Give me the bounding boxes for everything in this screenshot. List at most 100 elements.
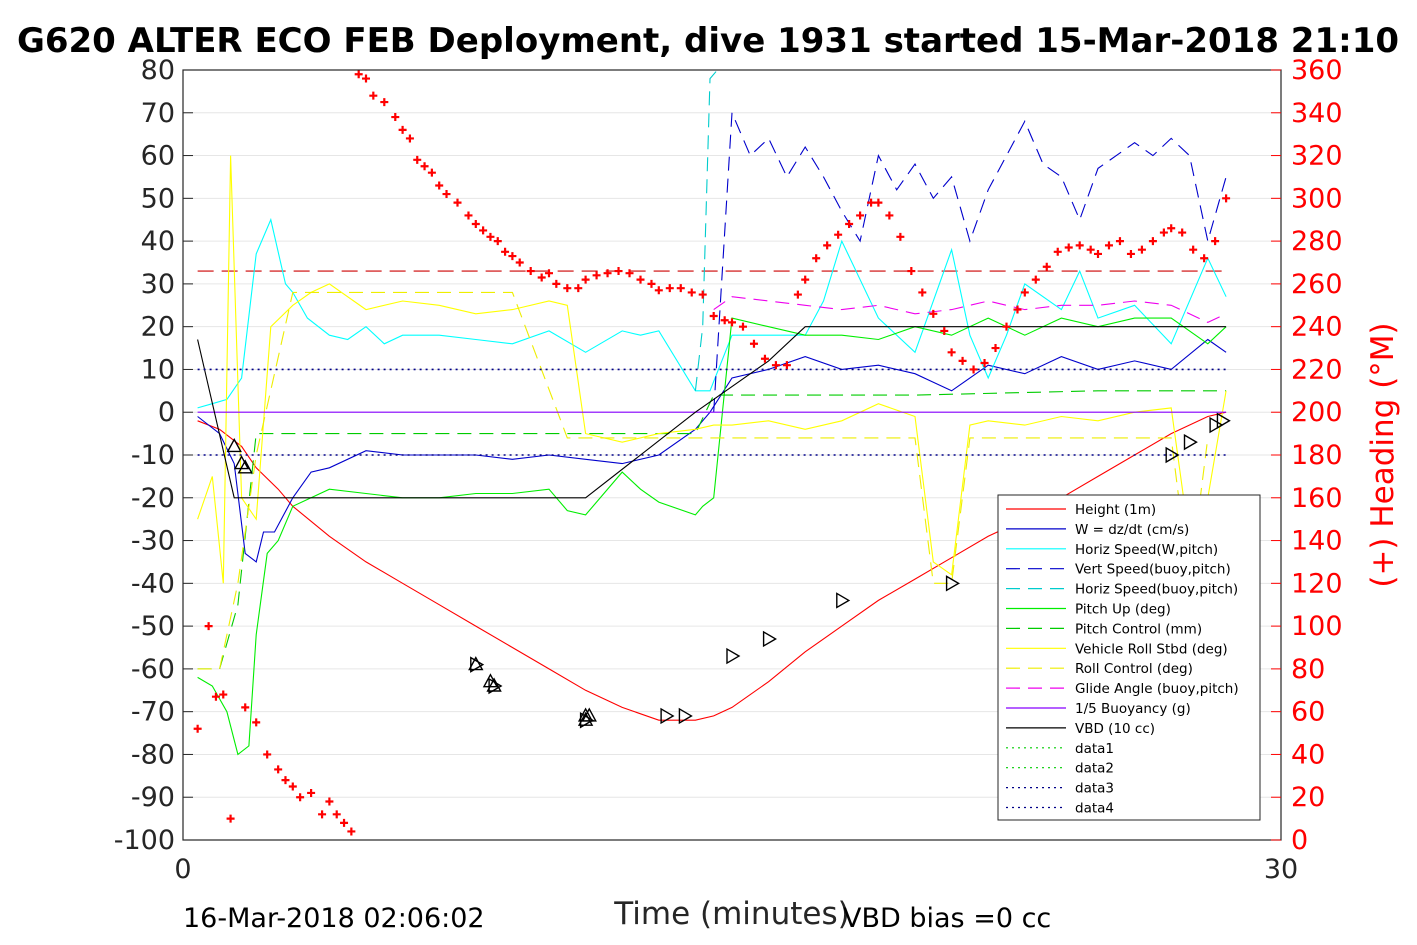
triangle-right-marker	[660, 707, 675, 725]
triangle-right-marker	[1216, 412, 1231, 429]
heading-point	[1137, 245, 1146, 254]
heading-point	[552, 279, 561, 288]
heading-point	[413, 155, 422, 164]
heading-point	[1126, 249, 1135, 258]
heading-point	[219, 690, 228, 699]
heading-point	[760, 354, 769, 363]
heading-point	[369, 91, 378, 100]
heading-point	[332, 810, 341, 819]
legend-entry: data2	[1075, 761, 1114, 777]
series-line-3	[713, 112, 1227, 413]
right-y-axis: 3603403203002802602402202001801601401201…	[1271, 55, 1343, 856]
legend-entry: 1/5 Buoyancy (g)	[1075, 701, 1191, 717]
heading-point	[281, 776, 290, 785]
heading-point	[793, 290, 802, 299]
heading-point	[574, 284, 583, 293]
heading-point	[625, 269, 634, 278]
heading-point	[958, 356, 967, 365]
heading-point	[738, 322, 747, 331]
legend-entry: Roll Control (deg)	[1075, 661, 1193, 677]
legend-entry: VBD (10 cc)	[1075, 721, 1155, 737]
triangle-up-marker	[577, 711, 594, 726]
heading-point	[1086, 245, 1095, 254]
triangle-right-marker	[836, 592, 851, 609]
heading-point	[1031, 275, 1040, 284]
heading-point	[515, 258, 524, 267]
heading-point	[991, 344, 1000, 353]
heading-point	[471, 220, 480, 228]
heading-point	[1211, 237, 1220, 246]
legend: Height (1m) W = dz/dt (cm/s) Horiz Speed(W…	[997, 494, 1261, 821]
y-tick-label: -80	[131, 739, 175, 770]
y-tick-label: 30	[141, 269, 175, 300]
y2-tick-label: 100	[1291, 611, 1343, 642]
heading-point	[1013, 305, 1022, 314]
legend-entry: W = dz/dt (cm/s)	[1075, 522, 1189, 538]
heading-point	[676, 284, 685, 293]
y2-tick-label: 40	[1291, 739, 1325, 770]
heading-point	[581, 275, 590, 284]
heading-point	[296, 793, 305, 802]
heading-point	[193, 724, 202, 733]
y2-tick-label: 280	[1291, 226, 1343, 257]
markers-layer	[193, 70, 1231, 836]
heading-point	[1200, 254, 1209, 263]
y-tick-label: -40	[131, 568, 175, 599]
triangle-up-marker	[226, 437, 242, 453]
heading-point	[1002, 322, 1011, 331]
legend-entry: data1	[1075, 741, 1114, 757]
y2-tick-label: 260	[1291, 269, 1343, 300]
x-tick-label: 0	[174, 854, 191, 885]
heading-point	[508, 252, 517, 261]
heading-point	[288, 782, 297, 791]
triangle-right-marker	[1209, 416, 1224, 434]
triangle-up-marker	[233, 455, 250, 470]
y-tick-label: 20	[141, 312, 175, 343]
y-tick-label: -30	[131, 526, 175, 557]
heading-point	[896, 232, 905, 241]
series-line-11	[197, 326, 1227, 499]
heading-point	[782, 361, 791, 370]
series-line-4	[694, 70, 718, 391]
y2-tick-label: 60	[1291, 697, 1325, 728]
heading-point	[687, 288, 696, 297]
y-tick-label: -60	[131, 654, 175, 685]
y-tick-label: 60	[141, 141, 175, 172]
legend-entry: Horiz Speed(buoy,pitch)	[1075, 582, 1238, 598]
heading-point	[241, 703, 250, 712]
heading-point	[464, 211, 473, 220]
heading-point	[812, 254, 821, 263]
heading-point	[874, 198, 883, 207]
heading-point	[325, 797, 334, 806]
y2-tick-label: 140	[1291, 526, 1343, 557]
y2-tick-label: 160	[1291, 483, 1343, 514]
triangle-right-marker	[678, 707, 693, 725]
series-line-7	[197, 155, 1227, 584]
heading-point	[427, 168, 436, 177]
heading-point	[720, 316, 729, 325]
legend-entry: Height (1m)	[1075, 502, 1156, 518]
legend-entry: Vert Speed(buoy,pitch)	[1075, 562, 1231, 578]
y-tick-label: 0	[158, 397, 175, 428]
heading-point	[1178, 228, 1187, 237]
heading-point	[501, 247, 510, 256]
triangle-right-marker	[488, 677, 503, 695]
heading-point	[1148, 237, 1157, 246]
heading-point	[834, 230, 843, 239]
legend-entry: Vehicle Roll Stbd (deg)	[1075, 641, 1228, 657]
triangle-up-marker	[468, 656, 484, 671]
y2-tick-label: 120	[1291, 568, 1343, 599]
heading-point	[614, 267, 623, 276]
heading-point	[636, 275, 645, 284]
series-layer	[197, 70, 1227, 756]
triangle-right-marker	[762, 630, 777, 648]
heading-point	[479, 226, 488, 235]
y2-tick-label: 200	[1291, 397, 1343, 428]
footer-vbd-bias: VBD bias =0 cc	[843, 903, 1051, 934]
heading-point	[1189, 245, 1198, 254]
triangle-right-marker	[1165, 446, 1180, 464]
x-axis-label: Time (minutes)	[613, 896, 849, 932]
heading-point	[929, 309, 938, 318]
y-tick-label: 80	[141, 55, 175, 86]
triangle-up-marker	[237, 459, 253, 474]
